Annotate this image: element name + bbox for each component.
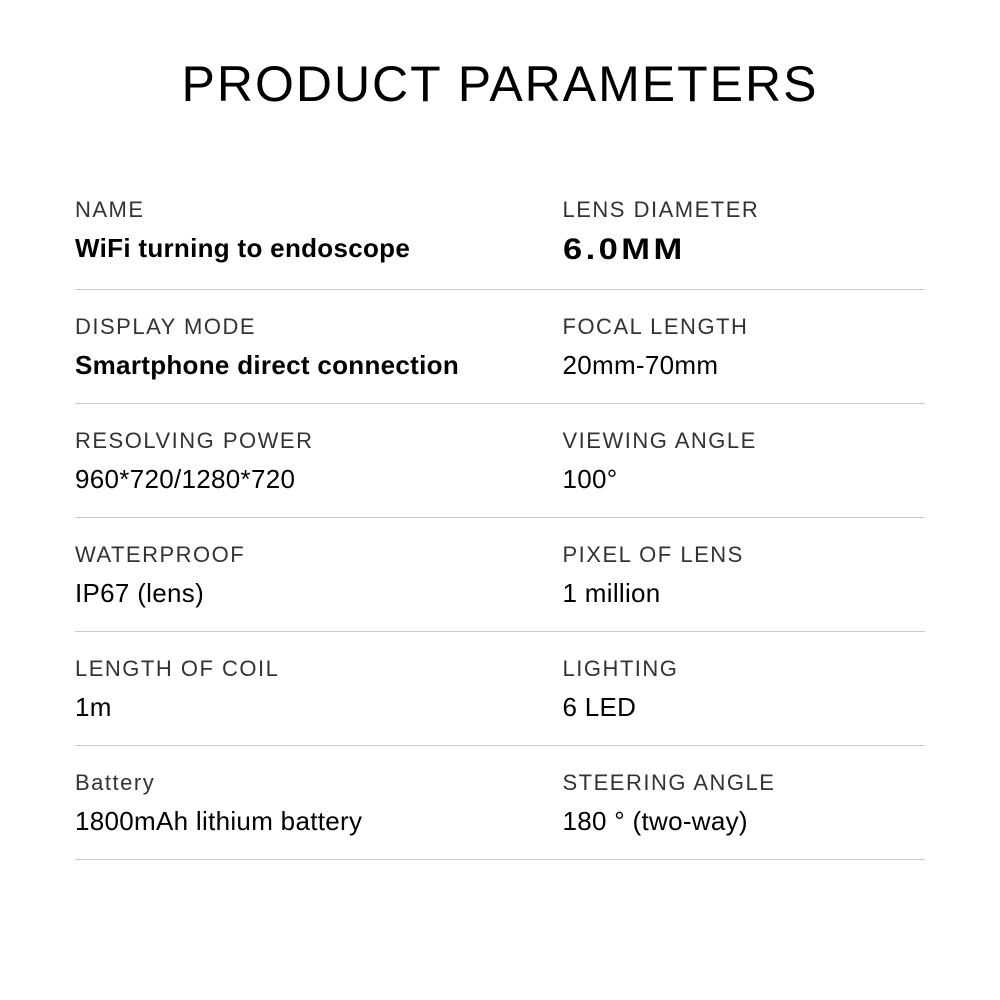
spec-label: STEERING ANGLE — [563, 770, 926, 796]
spec-cell-name: NAME WiFi turning to endoscope — [75, 173, 543, 290]
spec-cell-waterproof: WATERPROOF IP67 (lens) — [75, 518, 543, 632]
spec-cell-lighting: LIGHTING 6 LED — [543, 632, 926, 746]
spec-label: LENS DIAMETER — [563, 197, 926, 223]
spec-value: IP67 (lens) — [75, 578, 523, 609]
spec-value: 6 LED — [563, 692, 926, 723]
spec-cell-pixel-of-lens: PIXEL OF LENS 1 million — [543, 518, 926, 632]
spec-value: 20mm-70mm — [563, 350, 926, 381]
spec-cell-length-of-coil: LENGTH OF COIL 1m — [75, 632, 543, 746]
spec-value: Smartphone direct connection — [75, 350, 523, 381]
spec-value: 6.0MM — [563, 233, 980, 267]
spec-label: FOCAL LENGTH — [563, 314, 926, 340]
spec-cell-lens-diameter: LENS DIAMETER 6.0MM — [543, 173, 926, 290]
spec-label: RESOLVING POWER — [75, 428, 523, 454]
spec-value: 1m — [75, 692, 523, 723]
spec-cell-steering-angle: STEERING ANGLE 180 ° (two-way) — [543, 746, 926, 860]
spec-value: 960*720/1280*720 — [75, 464, 523, 495]
spec-value: 180 ° (two-way) — [563, 806, 926, 837]
spec-label: PIXEL OF LENS — [563, 542, 926, 568]
spec-label: VIEWING ANGLE — [563, 428, 926, 454]
spec-label: Battery — [75, 770, 523, 796]
spec-label: LENGTH OF COIL — [75, 656, 523, 682]
spec-value: WiFi turning to endoscope — [75, 233, 523, 264]
spec-value: 1 million — [563, 578, 926, 609]
spec-cell-display-mode: DISPLAY MODE Smartphone direct connectio… — [75, 290, 543, 404]
spec-cell-viewing-angle: VIEWING ANGLE 100° — [543, 404, 926, 518]
spec-label: NAME — [75, 197, 523, 223]
spec-grid: NAME WiFi turning to endoscope LENS DIAM… — [75, 173, 925, 860]
spec-value: 1800mAh lithium battery — [75, 806, 523, 837]
spec-label: LIGHTING — [563, 656, 926, 682]
spec-cell-resolving-power: RESOLVING POWER 960*720/1280*720 — [75, 404, 543, 518]
product-parameters-page: PRODUCT PARAMETERS NAME WiFi turning to … — [0, 0, 1000, 1000]
spec-cell-focal-length: FOCAL LENGTH 20mm-70mm — [543, 290, 926, 404]
page-title: PRODUCT PARAMETERS — [75, 0, 925, 173]
spec-cell-battery: Battery 1800mAh lithium battery — [75, 746, 543, 860]
spec-label: DISPLAY MODE — [75, 314, 523, 340]
spec-value: 100° — [563, 464, 926, 495]
spec-label: WATERPROOF — [75, 542, 523, 568]
